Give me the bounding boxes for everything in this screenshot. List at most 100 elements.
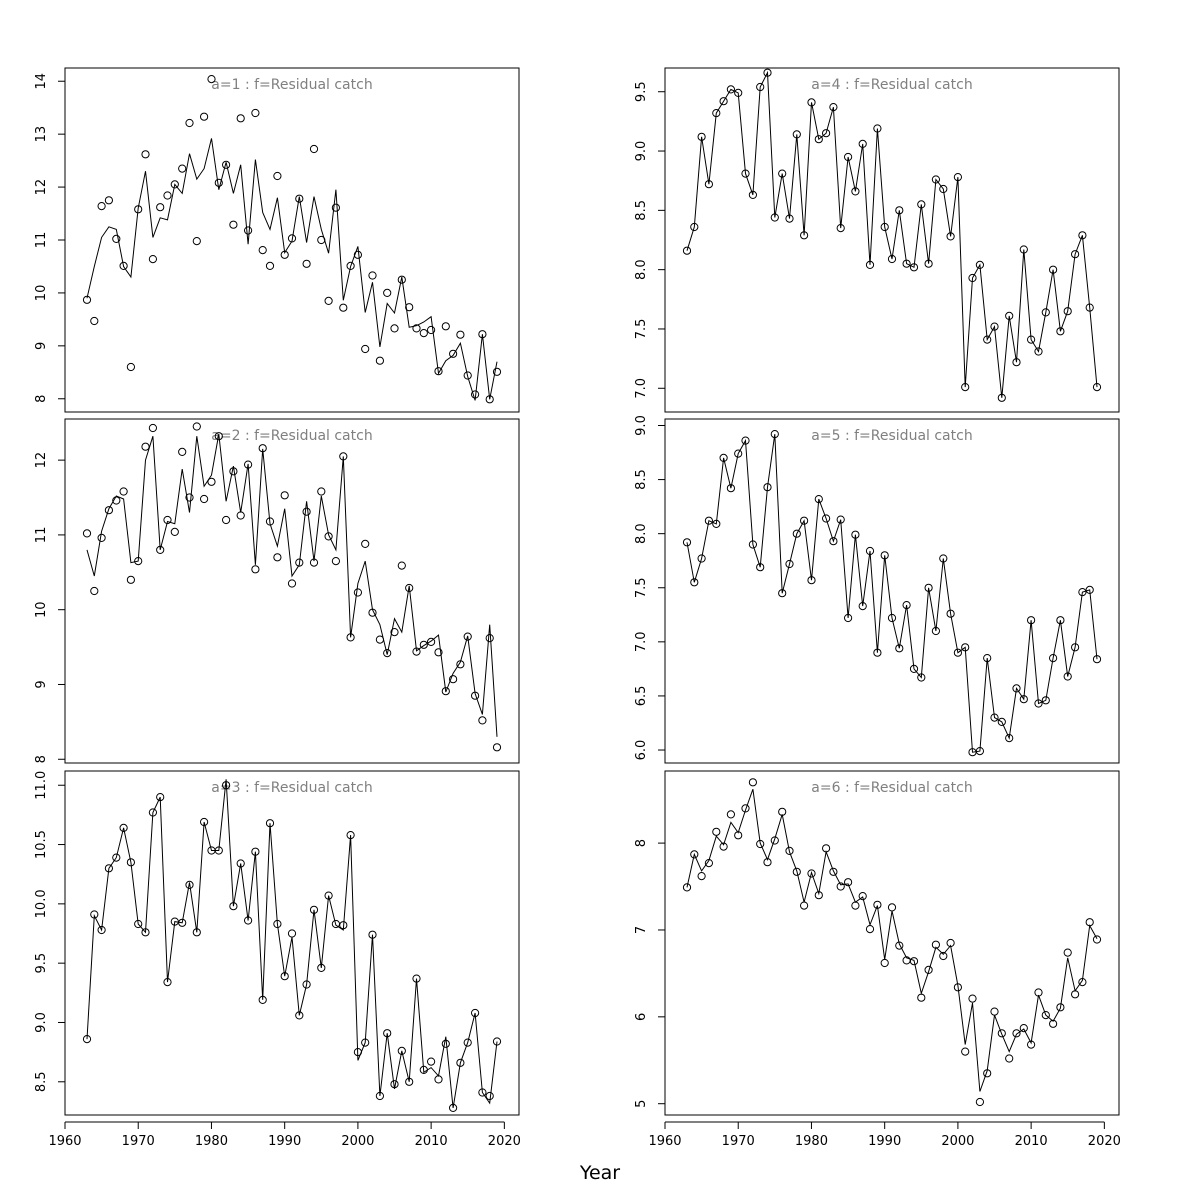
observed-point: [163, 191, 172, 200]
observed-point: [931, 940, 941, 949]
observed-point: [419, 1065, 428, 1075]
observed-point: [704, 180, 714, 189]
observed-point: [887, 254, 897, 264]
observed-point: [134, 919, 143, 929]
y-tick-label: 7: [634, 926, 649, 934]
observed-point: [244, 460, 253, 469]
observed-point: [953, 648, 963, 657]
observed-point: [302, 507, 311, 516]
observed-point: [880, 551, 889, 560]
observed-point: [719, 453, 728, 462]
y-tick-label: 10: [34, 601, 49, 618]
panel-3: a=2 : f=Residual catch 8 9 10 11 12: [34, 418, 520, 764]
y-tick-label: 6.5: [634, 686, 649, 707]
observed-point: [383, 649, 392, 658]
y-tick-label: 5: [634, 1100, 649, 1108]
observed-point: [851, 901, 860, 910]
observed-point: [924, 259, 933, 268]
observed-point: [953, 173, 963, 182]
fitted-line: [686, 70, 1098, 398]
observed-point: [844, 878, 853, 887]
observed-point: [397, 1046, 406, 1056]
observed-point: [346, 261, 355, 270]
observed-point: [185, 493, 194, 502]
observed-point: [295, 558, 304, 567]
observed-point: [1012, 684, 1021, 693]
observed-point: [1085, 585, 1094, 595]
observed-point: [865, 546, 875, 556]
observed-point: [434, 1075, 443, 1084]
observed-point: [148, 808, 157, 817]
x-tick-label: 1960: [648, 1134, 681, 1149]
observed-point: [456, 1058, 465, 1067]
observed-point: [726, 810, 736, 819]
observed-point: [273, 919, 282, 929]
fitted-line: [686, 434, 1098, 753]
y-tick-label: 11.0: [34, 771, 49, 800]
x-axis-label: Year: [579, 1162, 620, 1184]
observed-point: [946, 232, 955, 241]
observed-point: [1092, 935, 1102, 944]
observed-point: [1027, 1040, 1036, 1049]
panel-title: a=4 : f=Residual catch: [811, 77, 972, 93]
panel-title: a=3 : f=Residual catch: [211, 780, 372, 796]
observed-point: [244, 226, 253, 235]
observed-point: [148, 255, 157, 264]
observed-point: [763, 858, 772, 867]
observed-point: [397, 275, 406, 284]
observed-point: [946, 938, 955, 948]
observed-point: [719, 842, 728, 851]
observed-point: [119, 487, 128, 496]
observed-point: [82, 1035, 92, 1044]
x-tick-label: 2000: [941, 1134, 974, 1149]
observed-point: [814, 891, 823, 900]
observed-point: [104, 196, 114, 205]
plot-frame: [64, 418, 520, 764]
y-tick-label: 8.5: [34, 1071, 49, 1092]
observed-point: [485, 1091, 494, 1101]
observed-point: [800, 516, 809, 525]
y-tick-label: 10.5: [34, 830, 49, 859]
observed-point: [449, 349, 458, 358]
observed-point: [822, 844, 831, 853]
observed-point: [492, 367, 502, 376]
observed-point: [983, 335, 992, 344]
observed-point: [287, 579, 297, 588]
observed-point: [807, 869, 816, 878]
observed-point: [456, 660, 465, 669]
observed-point: [309, 144, 319, 154]
observed-point: [412, 324, 421, 333]
observed-point: [463, 1038, 472, 1047]
observed-point: [295, 1011, 304, 1020]
y-tick-label: 8: [34, 395, 49, 403]
observed-point: [756, 563, 765, 572]
observed-point: [975, 260, 985, 269]
observed-point: [1056, 327, 1065, 336]
observed-point: [829, 867, 838, 876]
observed-point: [836, 882, 845, 891]
panel-title: a=1 : f=Residual catch: [211, 77, 372, 93]
panel-1: a=1 : f=Residual catch 8 9 10 11 12 13 14: [34, 67, 520, 413]
observed-point: [822, 129, 831, 138]
observed-point: [192, 237, 201, 246]
observed-point: [1041, 1011, 1050, 1020]
observed-point: [156, 203, 165, 212]
observed-point: [214, 432, 223, 441]
observed-point: [895, 644, 904, 653]
observed-point: [156, 545, 165, 555]
observed-point: [1056, 1003, 1065, 1012]
observed-point: [273, 553, 282, 562]
observed-point: [990, 713, 999, 722]
observed-point: [112, 853, 121, 862]
observed-point: [478, 1088, 487, 1097]
x-tick-label: 1970: [722, 1134, 755, 1149]
observed-point: [309, 558, 319, 567]
y-tick-label: 9.5: [34, 953, 49, 974]
observed-point: [1034, 347, 1043, 356]
observed-point: [1078, 588, 1087, 597]
observed-point: [331, 557, 340, 566]
observed-point: [983, 654, 992, 663]
observed-point: [756, 82, 765, 92]
observed-point: [734, 88, 743, 98]
